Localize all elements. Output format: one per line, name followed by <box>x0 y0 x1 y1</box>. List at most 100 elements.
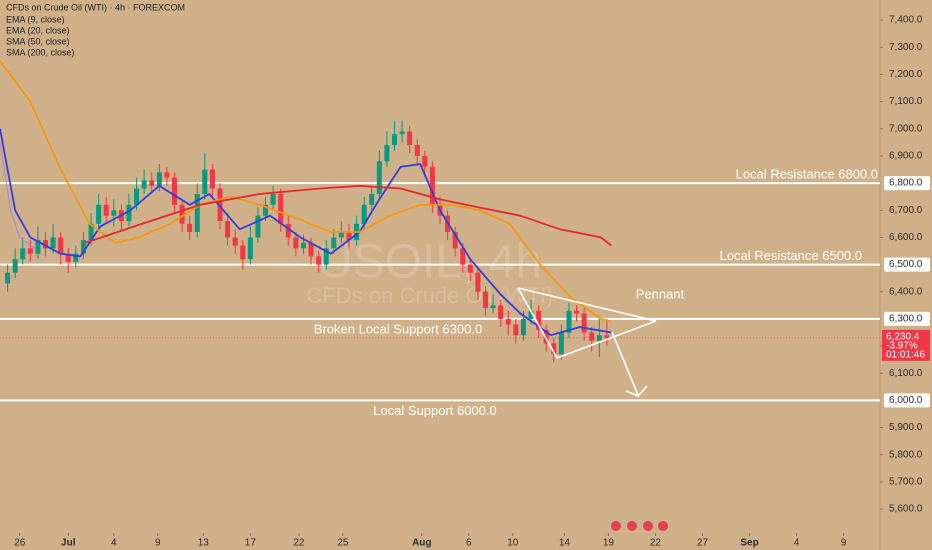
event-flag <box>627 521 637 531</box>
candle-body <box>369 193 375 205</box>
candle-body <box>232 237 238 246</box>
y-tick-highlight <box>884 393 930 408</box>
last-price-label: 6,230.4 <box>886 331 920 342</box>
candle-body <box>452 231 458 249</box>
y-tick-label: 5,600.0 <box>889 504 923 515</box>
y-tick-highlight <box>884 176 930 191</box>
candle-body <box>475 272 481 292</box>
candle-body <box>35 240 41 254</box>
legend-entry: SMA (200, close) <box>6 47 75 57</box>
candle-body <box>255 215 261 238</box>
y-tick-highlight <box>884 257 930 272</box>
candle-body <box>202 169 208 194</box>
candle-body <box>391 134 397 146</box>
events <box>611 521 668 531</box>
candle-body <box>483 291 489 309</box>
level-label: Local Resistance 6500.0 <box>720 248 862 263</box>
x-tick-label: 9 <box>155 538 161 549</box>
header: CFDs on Crude Oil (WTI) · 4h · FOREXCOM <box>6 2 185 12</box>
candle-body <box>20 248 26 260</box>
x-tick-label: 4 <box>794 538 800 549</box>
candle-body <box>293 237 299 249</box>
last-price-tag <box>882 329 930 361</box>
candle-body <box>5 272 11 284</box>
x-tick-label: 22 <box>650 538 662 549</box>
arrow-head <box>625 385 648 397</box>
candle-body <box>65 253 71 262</box>
candle-body <box>589 332 595 341</box>
y-tick-label: 6,100.0 <box>889 368 923 379</box>
candle-body <box>505 318 511 325</box>
x-tick-label: 17 <box>245 538 257 549</box>
candle-body <box>331 237 337 249</box>
candle-body <box>513 324 519 336</box>
candle-body <box>399 131 405 135</box>
candle-body <box>263 204 269 216</box>
candle-body <box>73 253 79 262</box>
candle-body <box>156 172 162 186</box>
candle-body <box>574 310 580 314</box>
y-tick-label: 6,500.0 <box>889 259 923 270</box>
candle-body <box>520 318 526 336</box>
candle-body <box>604 335 610 338</box>
candle-body <box>134 188 140 205</box>
candle-body <box>209 169 215 189</box>
y-tick-label: 6,400.0 <box>889 286 923 297</box>
candle-body <box>536 310 542 330</box>
y-tick-label: 7,200.0 <box>889 69 923 80</box>
y-tick-highlight <box>884 311 930 326</box>
legend-entry: SMA (50, close) <box>6 36 70 46</box>
indicator-line <box>0 142 36 249</box>
candle-body <box>171 177 177 205</box>
candle-body <box>111 210 117 216</box>
pennant-base <box>517 287 558 359</box>
y-tick-label: 7,400.0 <box>889 15 923 26</box>
candle-body <box>240 245 246 260</box>
candle-body <box>285 223 291 238</box>
candle-body <box>300 242 306 249</box>
pennant-upper <box>517 287 657 322</box>
candle-body <box>460 248 466 265</box>
x-tick-label: 10 <box>507 538 519 549</box>
x-tick-label: 19 <box>603 538 615 549</box>
candle-body <box>217 188 223 222</box>
candle-body <box>384 145 390 162</box>
candle-body <box>414 145 420 156</box>
y-tick-label: 6,800.0 <box>889 178 923 189</box>
x-tick-label: 6 <box>466 538 472 549</box>
candle-body <box>490 305 496 309</box>
y-tick-label: 7,100.0 <box>889 96 923 107</box>
y-tick-label: 5,900.0 <box>889 422 923 433</box>
event-flag <box>643 521 653 531</box>
candle-body <box>407 131 413 146</box>
x-tick-label: 26 <box>14 538 26 549</box>
candle-body <box>467 264 473 273</box>
level-label: Local Support 6000.0 <box>373 403 497 418</box>
candle-body <box>141 180 147 189</box>
y-tick-label: 6,600.0 <box>889 232 923 243</box>
candle-body <box>361 204 367 224</box>
candle-body <box>528 310 534 319</box>
candle-body <box>429 166 435 205</box>
y-tick-label: 6,900.0 <box>889 151 923 162</box>
level-label: Local Resistance 6800.0 <box>736 167 878 182</box>
candle-body <box>43 240 49 249</box>
x-tick-label: 25 <box>337 538 349 549</box>
x-tick-label: Jul <box>61 538 76 549</box>
candle-body <box>96 204 102 224</box>
candle-body <box>187 223 193 232</box>
candle-body <box>498 305 504 319</box>
candle-body <box>338 231 344 238</box>
last-price-change: -3.97% <box>886 340 918 351</box>
candle-body <box>278 193 284 224</box>
candle-body <box>12 259 18 273</box>
candle-body <box>225 221 231 238</box>
x-tick-label: 14 <box>559 538 571 549</box>
pennant-label: Pennant <box>636 286 685 301</box>
y-tick-label: 6,300.0 <box>889 314 923 325</box>
candle-body <box>103 204 109 216</box>
candle-body <box>50 237 56 249</box>
candle-body <box>422 155 428 167</box>
pennant-drawing <box>517 287 657 397</box>
